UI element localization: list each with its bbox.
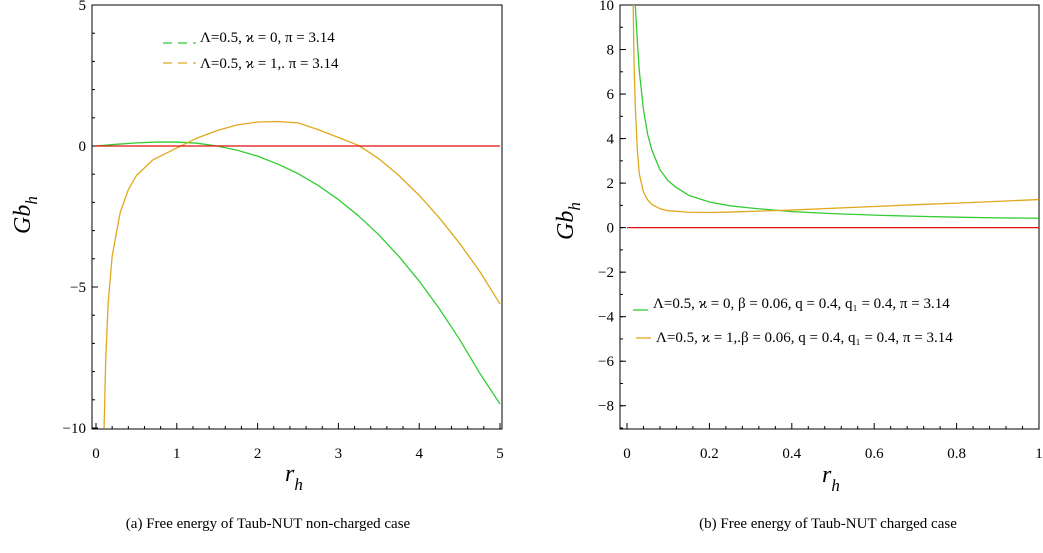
panel-a-x-axis-title-sub: h	[294, 475, 303, 494]
panel-b-x-axis-title-sub: h	[831, 476, 840, 495]
panel-b-x-axis-title: rh	[822, 462, 840, 495]
panel-b-y-axis-title-main: Gb	[553, 211, 579, 240]
panel-a-x-axis-title: rh	[285, 461, 303, 494]
panel-a-legend: Λ=0.5, ϰ = 0, π = 3.14 Λ=0.5, ϰ = 1,. π …	[163, 30, 339, 72]
y-tick-label: 0	[79, 139, 87, 155]
y-tick-label: 5	[79, 0, 87, 14]
panel-b-caption: (b) Free energy of Taub-NUT charged case	[699, 516, 957, 532]
legend-a-label-2: Λ=0.5, ϰ = 1,. π = 3.14	[200, 56, 339, 72]
x-tick-label: 0	[623, 446, 631, 462]
panel-a-y-axis-title: Gbh	[10, 196, 41, 234]
y-tick-label: 10	[599, 0, 614, 14]
panel-b-axes-frame	[619, 4, 1040, 430]
panel-a: 0 1 2 3 4 5 −10 −5 0 5 Λ=0.5, ϰ = 0, π = 3.14 Λ=…	[10, 0, 504, 532]
x-tick-label: 2	[254, 446, 262, 462]
panel-a-x-ticks: 0 1 2 3 4 5	[92, 423, 504, 462]
panel-a-caption: (a) Free energy of Taub-NUT non-charged …	[126, 516, 411, 532]
y-tick-label: −8	[598, 399, 614, 415]
series-line-2	[632, 4, 1040, 214]
y-tick-label: 0	[607, 221, 615, 237]
y-tick-label: 6	[607, 87, 615, 103]
x-tick-label: 1	[173, 446, 181, 462]
panel-a-y-ticks: −10 −5 0 5	[63, 0, 98, 437]
series-line-1	[95, 141, 501, 405]
panel-b-legend: Λ=0.5, ϰ = 0, β = 0.06, q = 0.4, q₁ = 0.…	[633, 296, 953, 346]
x-tick-label: 1	[1035, 446, 1043, 462]
legend-b-label-2: Λ=0.5, ϰ = 1,.β = 0.06, q = 0.4, q₁ = 0.…	[656, 330, 953, 346]
panel-b-x-ticks: 0 0.2 0.4 0.6 0.8 1	[623, 423, 1043, 462]
panel-a-y-axis-title-main: Gb	[10, 205, 36, 234]
panel-b-y-axis-title-sub: h	[565, 202, 584, 211]
legend-b-label-1: Λ=0.5, ϰ = 0, β = 0.06, q = 0.4, q₁ = 0.…	[653, 296, 950, 312]
y-tick-label: −6	[598, 354, 614, 370]
panel-b-y-ticks: −8 −6 −4 −2 0 2 4 6 8 10	[598, 0, 626, 429]
panel-a-series	[95, 120, 501, 429]
panel-a-axes-frame	[91, 4, 503, 430]
y-tick-label: −4	[598, 310, 614, 326]
panel-a-x-axis-title-main: r	[285, 461, 295, 487]
x-tick-label: 4	[415, 446, 423, 462]
y-tick-label: 8	[607, 43, 615, 59]
x-tick-label: 0.6	[865, 446, 884, 462]
y-tick-label: 2	[607, 176, 615, 192]
x-tick-label: 0.4	[782, 446, 801, 462]
series-line-2	[103, 120, 501, 429]
legend-a-label-1: Λ=0.5, ϰ = 0, π = 3.14	[200, 30, 335, 46]
y-tick-label: −5	[70, 280, 86, 296]
x-tick-label: 0	[92, 446, 100, 462]
panel-b-series	[627, 4, 1040, 229]
panel-b-x-axis-title-main: r	[822, 462, 832, 488]
x-tick-label: 5	[496, 446, 504, 462]
series-line-1	[634, 4, 1040, 219]
panel-b-y-axis-title: Gbh	[553, 202, 584, 240]
y-tick-label: −2	[598, 265, 614, 281]
panel-b: 0 0.2 0.4 0.6 0.8 1 −8 −6 −4 −2 0 2 4 6 8 10 Λ=0.5, ϰ …	[553, 0, 1043, 532]
x-tick-label: 3	[335, 446, 343, 462]
x-tick-label: 0.2	[700, 446, 719, 462]
y-tick-label: −10	[63, 421, 86, 437]
y-tick-label: 4	[607, 132, 615, 148]
panel-a-y-axis-title-sub: h	[22, 196, 41, 205]
x-tick-label: 0.8	[947, 446, 966, 462]
